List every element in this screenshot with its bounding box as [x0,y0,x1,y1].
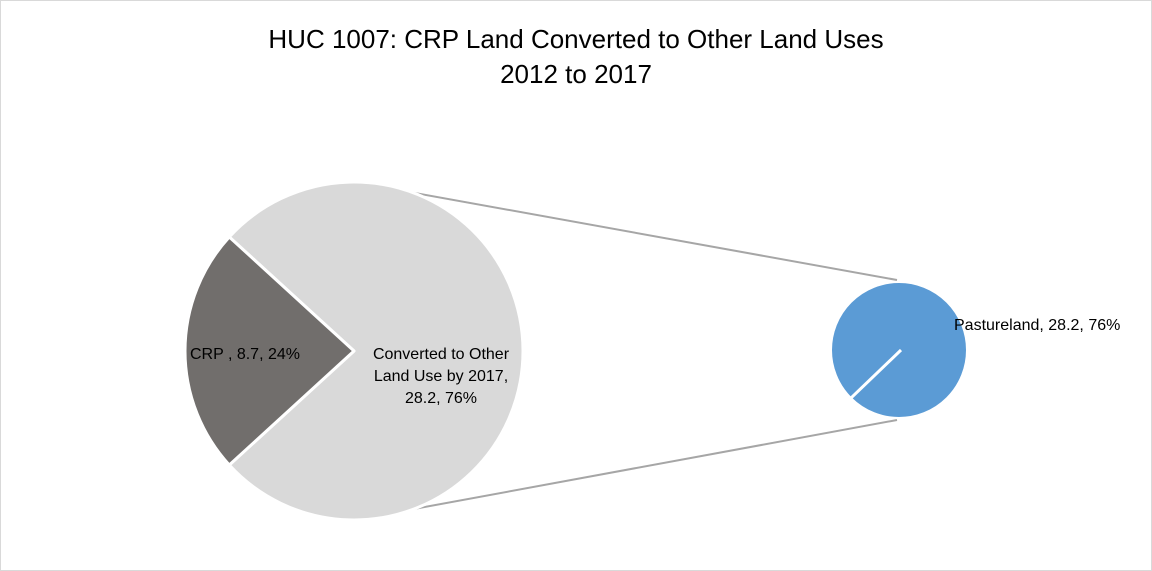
chart-title-line-1: HUC 1007: CRP Land Converted to Other La… [268,24,884,54]
chart-title-line-2: 2012 to 2017 [500,59,652,89]
secondary-pie-seam [849,348,903,400]
data-label-converted: Converted to Other Land Use by 2017, 28.2,… [373,346,510,407]
connector-line-top [353,181,898,281]
pie-slice-converted [227,180,525,522]
pie-slice-crp [183,235,356,467]
data-label-crp: CRP , 8.7, 24% [190,346,300,363]
data-label-pastureland: Pastureland, 28.2, 76% [954,317,1120,334]
connector-line-bottom [353,419,898,521]
